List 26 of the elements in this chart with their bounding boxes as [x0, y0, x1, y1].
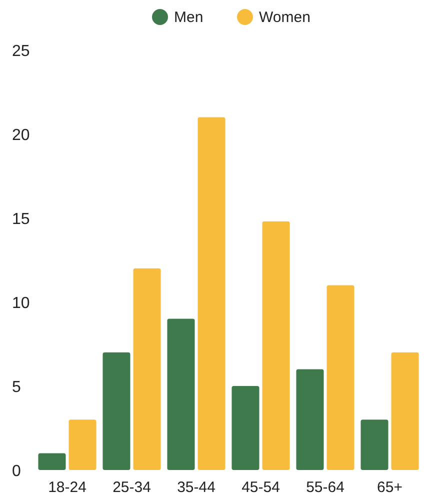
- legend-label: Men: [174, 9, 204, 26]
- y-tick-label: 10: [12, 295, 30, 312]
- bar: [296, 369, 324, 470]
- y-tick-label: 20: [12, 127, 30, 144]
- y-tick-label: 15: [12, 211, 30, 228]
- bar: [262, 221, 290, 470]
- bar: [133, 268, 161, 470]
- x-tick-label: 18-24: [48, 479, 86, 496]
- bar: [360, 420, 388, 470]
- bar: [102, 352, 130, 470]
- bar: [38, 453, 66, 470]
- x-tick-label: 55-64: [306, 479, 344, 496]
- x-tick-label: 65+: [377, 479, 403, 496]
- y-tick-label: 25: [12, 43, 30, 60]
- x-tick-label: 45-54: [242, 479, 280, 496]
- legend-label: Women: [259, 9, 310, 26]
- bar: [232, 386, 260, 470]
- bar: [68, 420, 96, 470]
- x-tick-label: 25-34: [112, 479, 151, 496]
- bar: [326, 285, 354, 470]
- x-tick-label: 35-44: [177, 479, 216, 496]
- bar: [391, 352, 419, 470]
- y-tick-label: 5: [12, 379, 21, 396]
- bar: [167, 318, 195, 470]
- y-tick-label: 0: [12, 463, 21, 480]
- bar: [198, 117, 226, 470]
